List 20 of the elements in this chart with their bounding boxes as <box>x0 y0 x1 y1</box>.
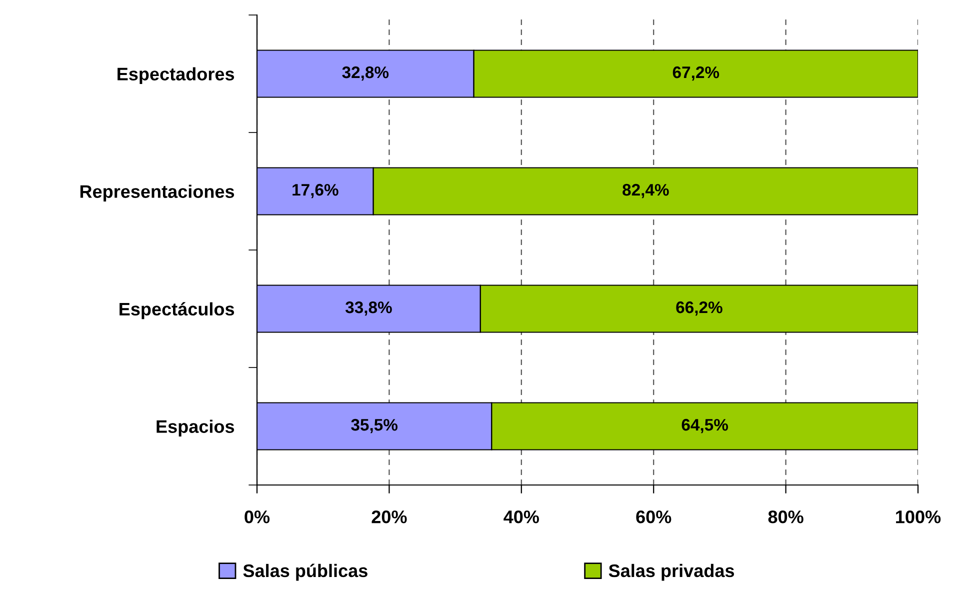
legend-label: Salas privadas <box>608 564 734 581</box>
y-tick-label: Espacios <box>156 420 234 437</box>
y-tick-label: Espectáculos <box>120 302 234 320</box>
data-label: 17,6% <box>292 184 338 198</box>
x-tick-label: 100% <box>896 510 941 524</box>
data-label: 35,5% <box>351 418 398 434</box>
data-label: 64,5% <box>682 418 728 434</box>
data-label: 67,2% <box>672 66 720 81</box>
data-label: 82,4% <box>622 184 669 198</box>
x-tick-label: 80% <box>768 510 804 524</box>
x-tick-label: 40% <box>504 510 539 524</box>
x-tick-label: 20% <box>372 510 407 524</box>
y-tick-label: Espectadores <box>118 67 234 84</box>
y-tick-label: Representaciones <box>80 184 234 202</box>
data-label: 66,2% <box>676 301 722 316</box>
data-label: 32,8% <box>342 66 389 81</box>
x-tick-label: 0% <box>244 510 270 524</box>
legend-label: Salas públicas <box>243 564 368 581</box>
x-tick-label: 60% <box>636 510 672 524</box>
data-label: 33,8% <box>345 301 392 316</box>
